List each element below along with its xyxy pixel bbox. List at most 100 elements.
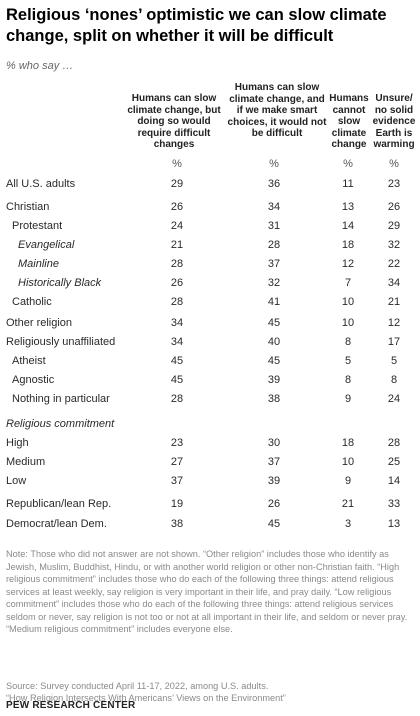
cell-value: 34	[387, 277, 401, 289]
row-label: Historically Black	[18, 277, 102, 289]
row-label: Atheist	[12, 355, 46, 367]
cell-value: 12	[341, 258, 355, 270]
cell-value: 10	[341, 456, 355, 468]
cell-value: 28	[170, 258, 184, 270]
section-label: Religious commitment	[6, 418, 115, 430]
table-row: Historically Black 26 32 7 34	[0, 277, 420, 295]
source-line: Source: Survey conducted April 11-17, 20…	[6, 681, 269, 691]
table-row: Mainline 28 37 12 22	[0, 258, 420, 276]
row-label: Christian	[6, 201, 50, 213]
table-row: Low 37 39 9 14	[0, 475, 420, 493]
table-row: Atheist 45 45 5 5	[0, 355, 420, 373]
cell-value: 45	[170, 355, 184, 367]
cell-value: 24	[387, 393, 401, 405]
cell-value: 39	[267, 475, 281, 487]
chart-subtitle: % who say …	[6, 60, 74, 72]
cell-value: 45	[170, 374, 184, 386]
row-label: Religiously unaffiliated	[6, 336, 116, 348]
row-label: Catholic	[12, 296, 52, 308]
cell-value: 13	[341, 201, 355, 213]
cell-value: 26	[387, 201, 401, 213]
unit-label-col3: %	[343, 158, 353, 170]
cell-value: 38	[170, 518, 184, 530]
cell-value: 33	[387, 498, 401, 510]
row-label: Evangelical	[18, 239, 75, 251]
cell-value: 32	[387, 239, 401, 251]
cell-value: 45	[267, 518, 281, 530]
row-label: Nothing in particular	[12, 393, 110, 405]
table-row: Religiously unaffiliated 34 40 8 17	[0, 336, 420, 354]
column-header-cannot-slow: Humans cannot slow climate change	[329, 93, 369, 150]
table-row: Republican/lean Rep. 19 26 21 33	[0, 498, 420, 516]
table-row: Agnostic 45 39 8 8	[0, 374, 420, 392]
table-row: Christian 26 34 13 26	[0, 201, 420, 219]
cell-value: 39	[267, 374, 281, 386]
table-row: Other religion 34 45 10 12	[0, 317, 420, 335]
cell-value: 45	[267, 355, 281, 367]
row-label: High	[6, 437, 29, 449]
table-row: High 23 30 18 28	[0, 437, 420, 455]
cell-value: 10	[341, 296, 355, 308]
row-label: All U.S. adults	[6, 178, 76, 190]
cell-value: 8	[344, 374, 352, 386]
unit-label-col1: %	[172, 158, 182, 170]
cell-value: 7	[344, 277, 352, 289]
cell-value: 25	[387, 456, 401, 468]
row-label: Agnostic	[12, 374, 55, 386]
cell-value: 21	[170, 239, 184, 251]
cell-value: 28	[170, 393, 184, 405]
row-label: Other religion	[6, 317, 73, 329]
table-row: Catholic 28 41 10 21	[0, 296, 420, 314]
report-title: “How Religion Intersects With Americans’…	[6, 693, 286, 703]
row-label: Democrat/lean Dem.	[6, 518, 107, 530]
footnote: Note: Those who did not answer are not s…	[6, 549, 408, 634]
unit-label-col4: %	[389, 158, 399, 170]
cell-value: 34	[170, 317, 184, 329]
cell-value: 24	[170, 220, 184, 232]
table-row: Democrat/lean Dem. 38 45 3 13	[0, 518, 420, 536]
cell-value: 34	[170, 336, 184, 348]
cell-value: 27	[170, 456, 184, 468]
cell-value: 29	[387, 220, 401, 232]
cell-value: 41	[267, 296, 281, 308]
cell-value: 34	[267, 201, 281, 213]
cell-value: 5	[390, 355, 398, 367]
cell-value: 18	[341, 239, 355, 251]
cell-value: 30	[267, 437, 281, 449]
unit-label-col2: %	[269, 158, 279, 170]
cell-value: 14	[341, 220, 355, 232]
cell-value: 23	[387, 178, 401, 190]
cell-value: 36	[267, 178, 281, 190]
cell-value: 9	[344, 393, 352, 405]
cell-value: 11	[342, 178, 354, 190]
table-row: Evangelical 21 28 18 32	[0, 239, 420, 257]
column-header-unsure: Unsure/ no solid evidence Earth is warmi…	[372, 93, 416, 150]
cell-value: 17	[387, 336, 401, 348]
cell-value: 18	[341, 437, 355, 449]
row-label: Low	[6, 475, 27, 487]
cell-value: 28	[267, 239, 281, 251]
row-label: Protestant	[12, 220, 63, 232]
cell-value: 13	[387, 518, 401, 530]
cell-value: 37	[170, 475, 184, 487]
column-header-not-difficult: Humans can slow climate change, and if w…	[227, 82, 327, 139]
column-header-difficult: Humans can slow climate change, but doin…	[127, 93, 221, 150]
cell-value: 9	[344, 475, 352, 487]
cell-value: 8	[344, 336, 352, 348]
cell-value: 29	[170, 178, 184, 190]
cell-value: 31	[267, 220, 281, 232]
cell-value: 23	[170, 437, 184, 449]
cell-value: 21	[387, 296, 401, 308]
cell-value: 26	[170, 201, 184, 213]
source-note: Source: Survey conducted April 11-17, 20…	[6, 680, 414, 704]
table-row: Nothing in particular 28 38 9 24	[0, 393, 420, 411]
cell-value: 12	[387, 317, 401, 329]
cell-value: 22	[387, 258, 401, 270]
cell-value: 8	[390, 374, 398, 386]
cell-value: 37	[267, 456, 281, 468]
cell-value: 10	[341, 317, 355, 329]
cell-value: 37	[267, 258, 281, 270]
row-label: Medium	[6, 456, 46, 468]
cell-value: 26	[267, 498, 281, 510]
chart-title: Religious ‘nones’ optimistic we can slow…	[6, 6, 387, 45]
